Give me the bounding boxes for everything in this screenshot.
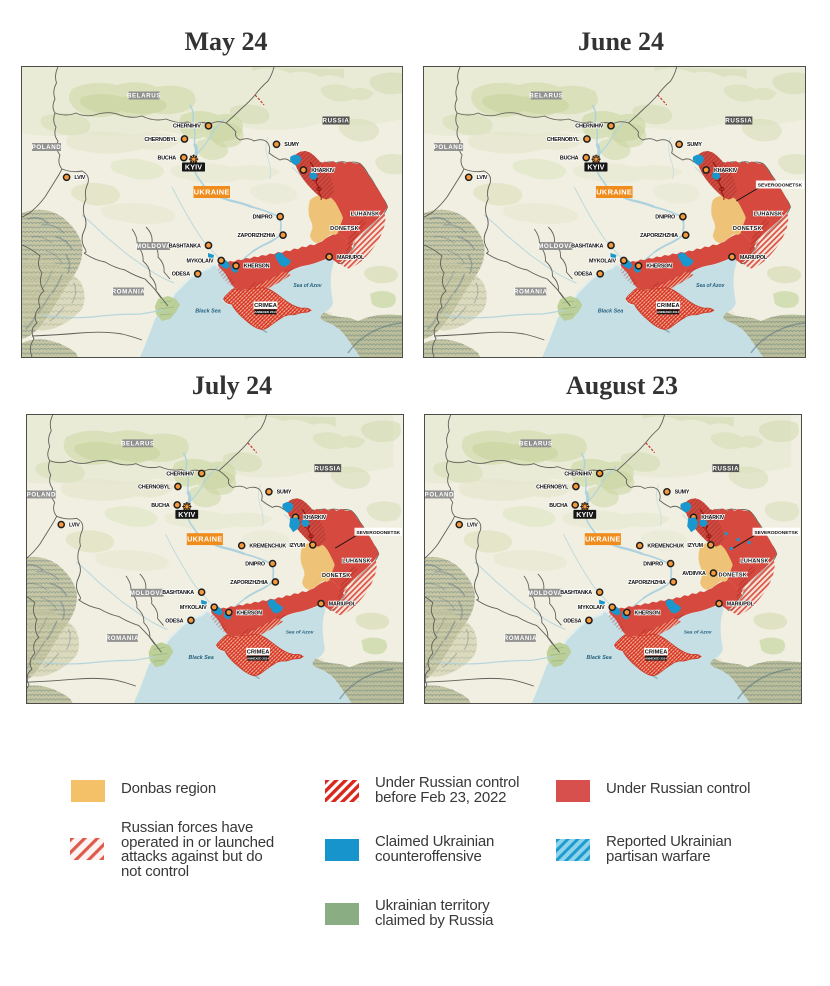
svg-text:IZYUM: IZYUM (687, 542, 703, 548)
svg-text:DONETSK: DONETSK (718, 572, 746, 578)
svg-text:AVDIIVKA: AVDIIVKA (682, 570, 706, 576)
svg-text:KREMENCHUK: KREMENCHUK (249, 543, 286, 549)
svg-text:IZYUM: IZYUM (289, 542, 305, 548)
svg-text:KREMENCHUK: KREMENCHUK (647, 543, 684, 549)
